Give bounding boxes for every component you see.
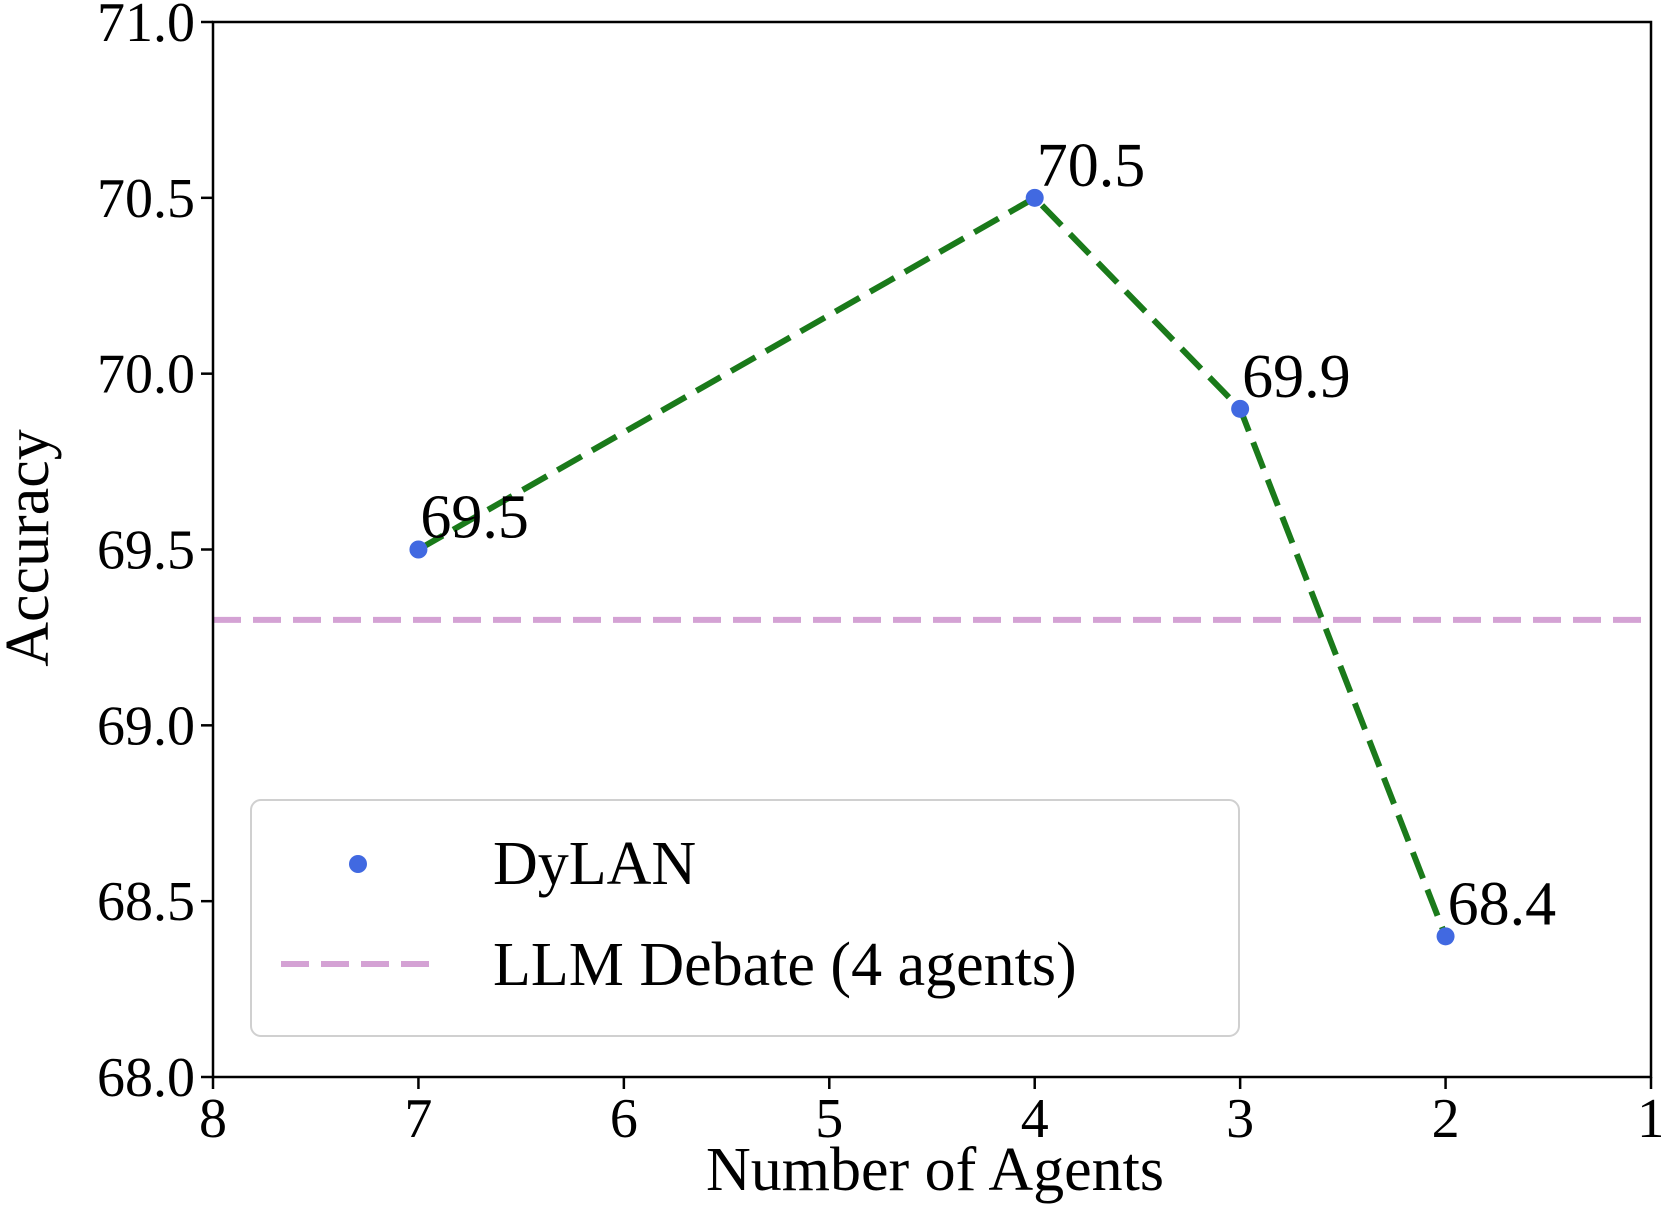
legend-box: [250, 799, 1240, 1037]
x-tick-label: 6: [610, 1088, 638, 1150]
axes-layer: 8 7 6 5 4 3 2 1 68.0 68.5 69.0 69.5 70.0 70.5 71.0: [97, 0, 1661, 1150]
dylan-point: [1436, 927, 1455, 946]
x-axis-label: Number of Agents: [706, 1136, 1164, 1204]
legend-dylan-marker: [349, 855, 367, 873]
dylan-line: [416, 194, 1449, 938]
x-tick-label: 7: [404, 1088, 432, 1150]
legend-label-dylan: DyLAN: [493, 830, 696, 898]
y-tick-label: 71.0: [97, 0, 195, 54]
x-tick-label: 5: [815, 1088, 843, 1150]
data-label: 69.9: [1242, 343, 1351, 411]
y-tick-label: 70.0: [97, 344, 195, 406]
x-tick-label: 4: [1021, 1088, 1049, 1150]
y-tick-label: 69.5: [97, 520, 195, 582]
legend-label-llm-debate: LLM Debate (4 agents): [493, 931, 1077, 999]
y-tick-label: 70.5: [97, 168, 195, 230]
y-axis-label: Accuracy: [0, 429, 62, 667]
legend: DyLAN LLM Debate (4 agents): [250, 799, 1240, 1037]
dylan-point: [1025, 188, 1044, 207]
dylan-point: [409, 540, 428, 559]
dylan-point: [1231, 399, 1250, 418]
y-tick-label: 68.5: [97, 871, 195, 933]
points-layer: [409, 188, 1455, 946]
x-tick-label: 8: [199, 1088, 227, 1150]
x-tick-label: 3: [1226, 1088, 1254, 1150]
x-tick-label: 2: [1432, 1088, 1460, 1150]
data-label: 70.5: [1037, 132, 1146, 200]
y-tick-label: 69.0: [97, 695, 195, 757]
data-label: 69.5: [420, 484, 529, 552]
lines-layer: [213, 194, 1651, 938]
labels-layer: 69.5 70.5 69.9 68.4: [420, 132, 1557, 938]
data-label: 68.4: [1448, 870, 1557, 938]
y-tick-label: 68.0: [97, 1047, 195, 1109]
x-tick-label: 1: [1637, 1088, 1661, 1150]
